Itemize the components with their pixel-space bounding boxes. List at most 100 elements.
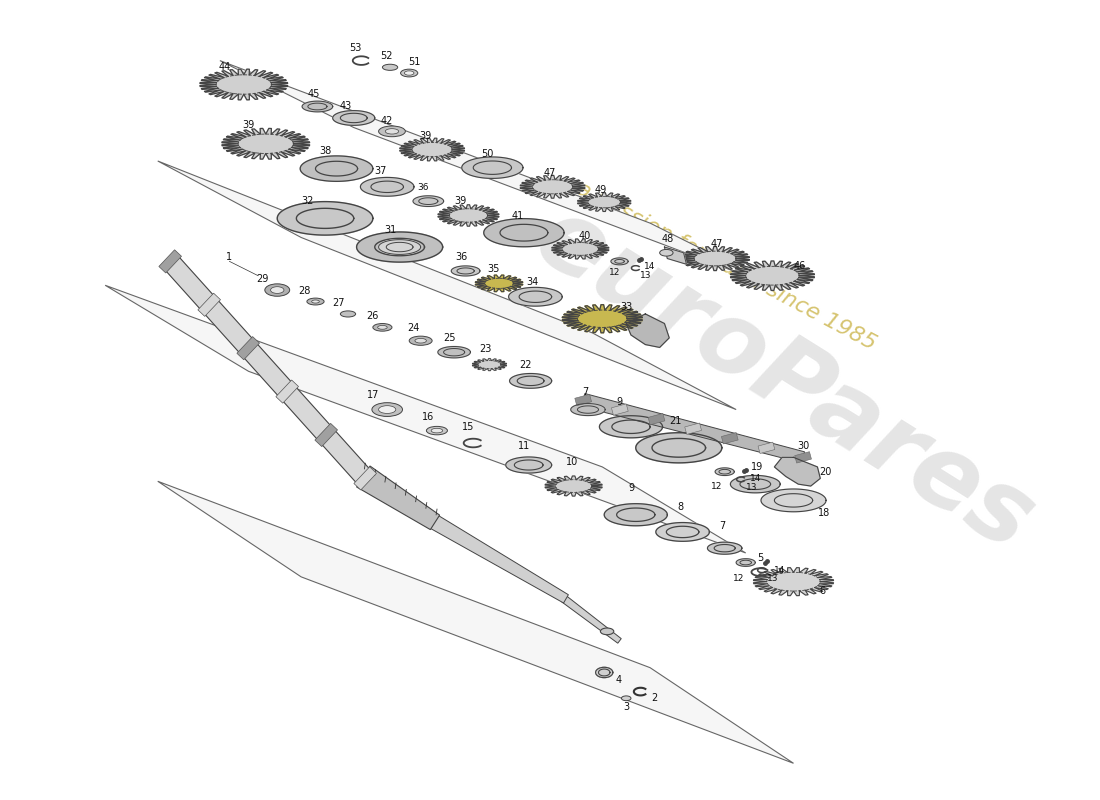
Ellipse shape: [265, 284, 289, 296]
Ellipse shape: [431, 428, 442, 433]
Text: 20: 20: [818, 466, 832, 477]
Text: 12: 12: [712, 482, 723, 490]
Polygon shape: [715, 468, 734, 475]
Polygon shape: [636, 433, 722, 463]
Text: 14: 14: [749, 474, 761, 483]
Text: 9: 9: [616, 397, 623, 407]
Text: 40: 40: [579, 230, 591, 241]
Polygon shape: [236, 337, 260, 360]
Text: 39: 39: [242, 120, 255, 130]
Text: 10: 10: [565, 457, 578, 467]
Text: 27: 27: [332, 298, 344, 309]
Text: 41: 41: [512, 211, 525, 222]
Text: 31: 31: [384, 225, 396, 235]
Polygon shape: [361, 178, 414, 196]
Ellipse shape: [621, 696, 631, 701]
Ellipse shape: [385, 129, 398, 134]
Text: 48: 48: [661, 234, 673, 244]
Text: 47: 47: [543, 169, 556, 178]
Polygon shape: [356, 466, 440, 530]
Text: 28: 28: [298, 286, 310, 296]
Polygon shape: [774, 458, 821, 486]
Text: 34: 34: [527, 278, 539, 287]
Polygon shape: [575, 394, 592, 406]
Polygon shape: [451, 266, 480, 276]
Text: 25: 25: [443, 333, 455, 343]
Polygon shape: [684, 423, 702, 434]
Polygon shape: [302, 101, 332, 112]
Polygon shape: [562, 305, 642, 333]
Polygon shape: [508, 287, 562, 306]
Polygon shape: [600, 416, 662, 438]
Polygon shape: [707, 542, 741, 554]
Polygon shape: [157, 482, 793, 763]
Text: 49: 49: [594, 185, 606, 194]
Polygon shape: [412, 196, 443, 206]
Polygon shape: [736, 558, 756, 566]
Text: 46: 46: [793, 261, 805, 271]
Polygon shape: [648, 414, 664, 425]
Text: 18: 18: [818, 508, 830, 518]
Polygon shape: [656, 522, 710, 542]
Text: 11: 11: [518, 441, 530, 451]
Text: 13: 13: [746, 483, 757, 493]
Polygon shape: [506, 457, 551, 473]
Polygon shape: [472, 358, 507, 370]
Text: 43: 43: [340, 102, 352, 111]
Text: 24: 24: [407, 323, 419, 334]
Polygon shape: [578, 193, 631, 211]
Text: 12: 12: [734, 574, 745, 583]
Text: 8: 8: [678, 502, 684, 512]
Polygon shape: [484, 218, 564, 246]
Ellipse shape: [311, 300, 319, 303]
Text: 13: 13: [767, 574, 778, 583]
Text: 7: 7: [582, 387, 588, 398]
Text: 35: 35: [487, 264, 499, 274]
Text: 36: 36: [455, 251, 468, 262]
Text: 13: 13: [639, 271, 651, 280]
Text: 29: 29: [256, 274, 270, 283]
Polygon shape: [730, 475, 780, 493]
Text: 9: 9: [628, 483, 634, 493]
Ellipse shape: [660, 250, 673, 256]
Ellipse shape: [400, 69, 418, 77]
Polygon shape: [163, 255, 372, 485]
Ellipse shape: [595, 667, 613, 678]
Polygon shape: [198, 293, 220, 316]
Polygon shape: [626, 314, 669, 347]
Polygon shape: [200, 69, 288, 100]
Text: 3: 3: [623, 702, 629, 712]
Text: 38: 38: [319, 146, 331, 157]
Polygon shape: [612, 404, 628, 415]
Polygon shape: [427, 513, 569, 603]
Polygon shape: [438, 205, 499, 226]
Text: 17: 17: [366, 390, 379, 400]
Polygon shape: [220, 61, 784, 290]
Polygon shape: [571, 403, 605, 415]
Ellipse shape: [405, 71, 414, 75]
Ellipse shape: [372, 402, 403, 417]
Text: 45: 45: [307, 89, 320, 99]
Text: 14: 14: [773, 566, 785, 574]
Polygon shape: [475, 275, 522, 292]
Polygon shape: [595, 667, 613, 678]
Polygon shape: [157, 161, 736, 410]
Text: 23: 23: [480, 344, 492, 354]
Ellipse shape: [378, 126, 406, 137]
Text: 22: 22: [519, 360, 532, 370]
Polygon shape: [794, 452, 812, 463]
Text: 6: 6: [820, 586, 825, 596]
Polygon shape: [276, 380, 298, 403]
Ellipse shape: [307, 298, 324, 305]
Text: 42: 42: [381, 116, 394, 126]
Text: euroPares: euroPares: [517, 189, 1050, 573]
Polygon shape: [158, 250, 182, 273]
Text: 30: 30: [796, 441, 810, 451]
Ellipse shape: [271, 286, 284, 294]
Ellipse shape: [427, 426, 448, 434]
Text: 16: 16: [422, 412, 435, 422]
Polygon shape: [758, 442, 774, 454]
Text: 12: 12: [609, 268, 620, 278]
Text: 39: 39: [454, 196, 466, 206]
Text: 1: 1: [227, 251, 232, 262]
